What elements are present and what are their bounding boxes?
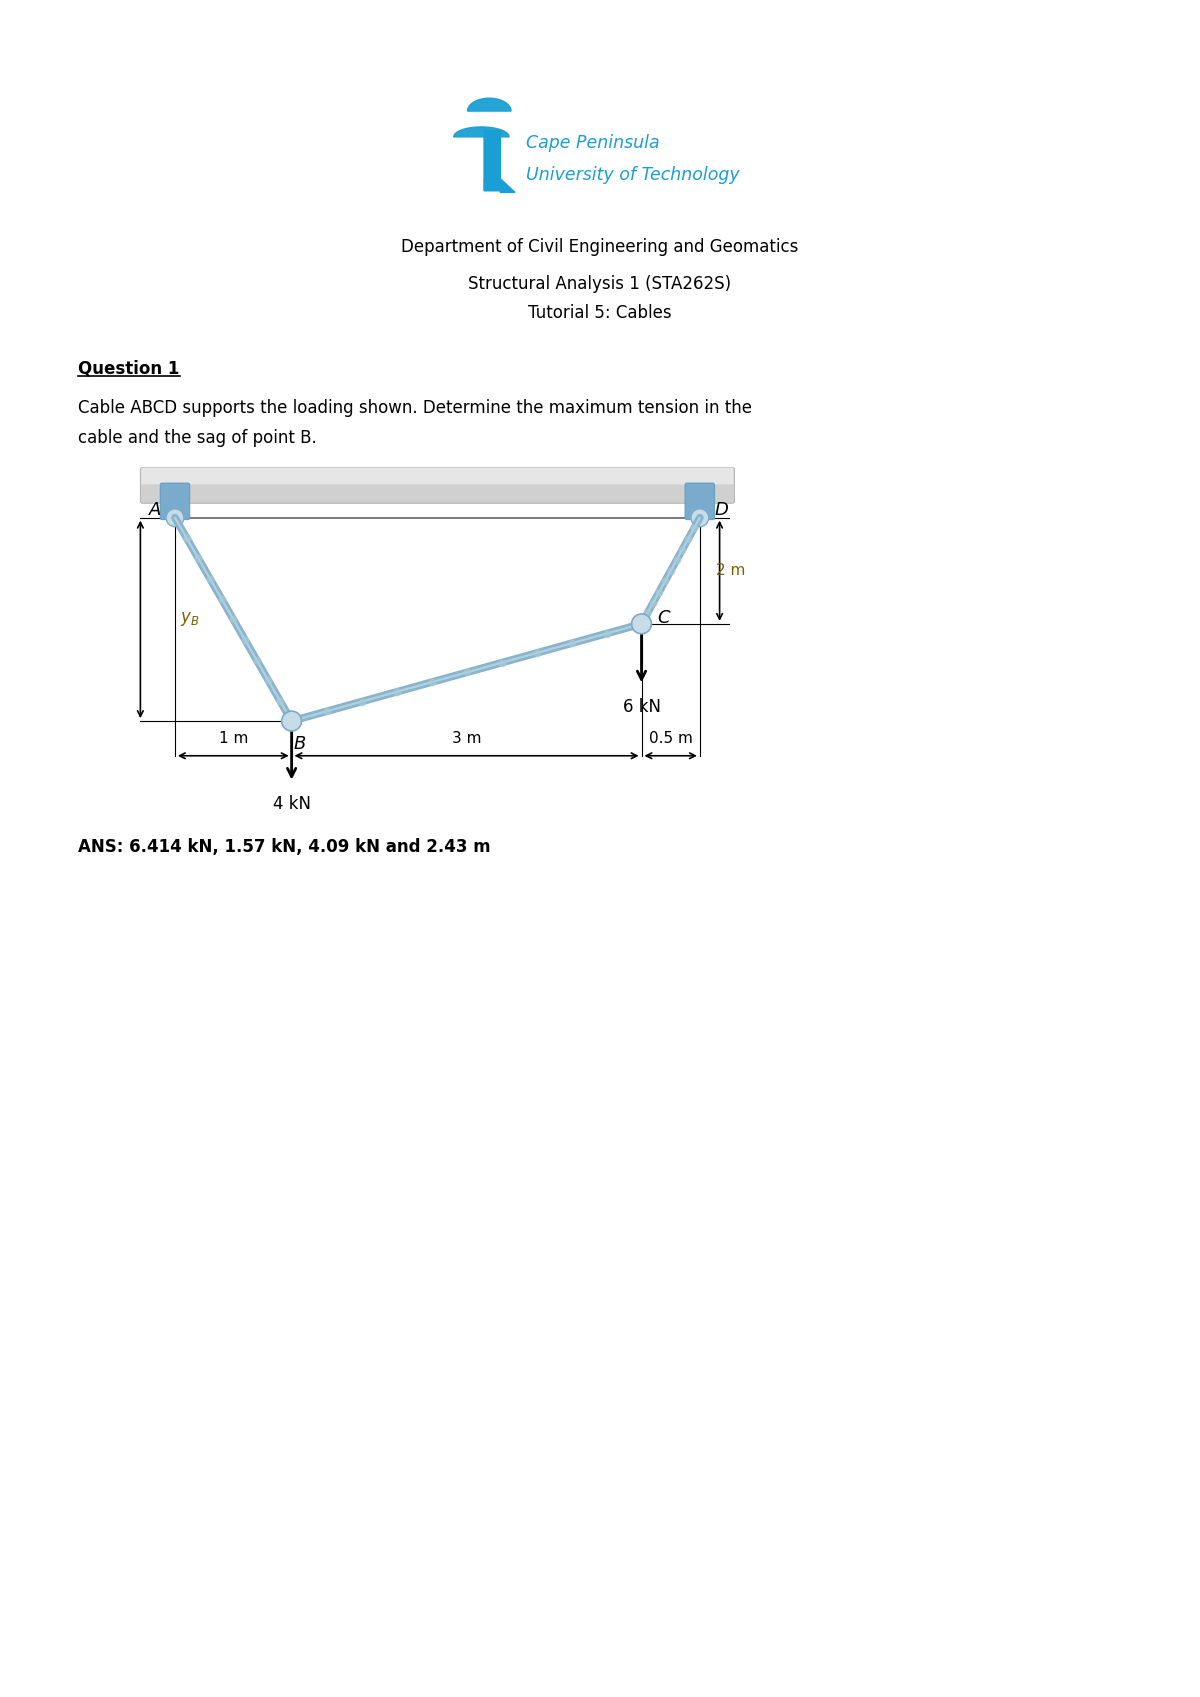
FancyBboxPatch shape [685,484,715,519]
FancyBboxPatch shape [160,484,190,519]
Text: Department of Civil Engineering and Geomatics: Department of Civil Engineering and Geom… [401,238,799,256]
Text: Tutorial 5: Cables: Tutorial 5: Cables [528,304,672,322]
Text: 2 m: 2 m [715,563,745,579]
FancyBboxPatch shape [140,468,734,504]
Text: $y_B$: $y_B$ [180,611,199,628]
Polygon shape [485,178,515,192]
FancyBboxPatch shape [142,468,733,484]
Text: D: D [715,501,728,519]
FancyBboxPatch shape [484,131,502,192]
Circle shape [166,509,184,526]
Text: 3 m: 3 m [452,731,481,747]
Polygon shape [454,127,509,137]
Text: A: A [149,501,161,519]
Text: 6 kN: 6 kN [623,697,660,716]
Text: Question 1: Question 1 [78,360,180,378]
Text: Cape Peninsula: Cape Peninsula [526,134,660,151]
Text: 1 m: 1 m [218,731,248,747]
Text: C: C [656,609,670,626]
Text: ANS: 6.414 kN, 1.57 kN, 4.09 kN and 2.43 m: ANS: 6.414 kN, 1.57 kN, 4.09 kN and 2.43… [78,838,491,855]
Text: University of Technology: University of Technology [526,166,739,183]
Circle shape [282,711,301,731]
Text: 4 kN: 4 kN [272,796,311,813]
Text: Structural Analysis 1 (STA262S): Structural Analysis 1 (STA262S) [468,275,732,292]
Text: B: B [293,735,306,753]
Circle shape [691,509,709,526]
Text: 0.5 m: 0.5 m [649,731,692,747]
Polygon shape [468,98,511,110]
Text: Cable ABCD supports the loading shown. Determine the maximum tension in the: Cable ABCD supports the loading shown. D… [78,399,752,417]
Circle shape [631,614,652,633]
Text: cable and the sag of point B.: cable and the sag of point B. [78,429,317,448]
